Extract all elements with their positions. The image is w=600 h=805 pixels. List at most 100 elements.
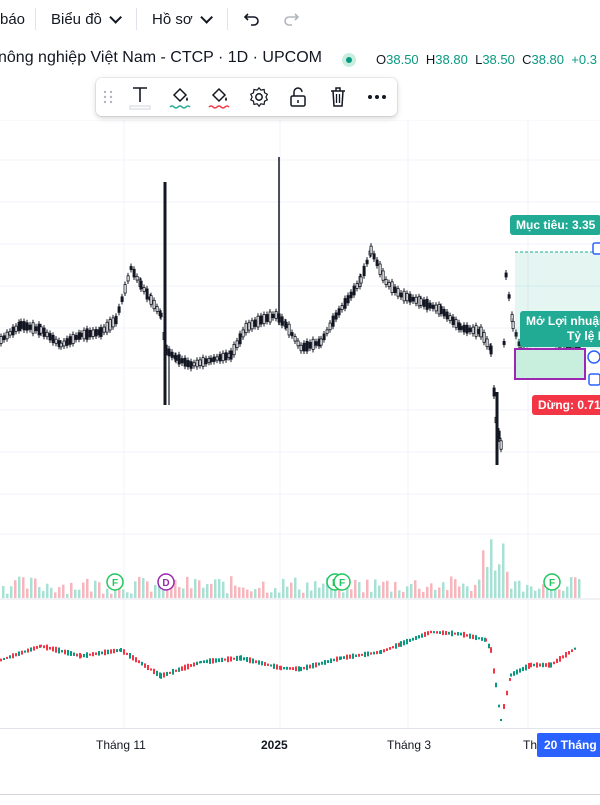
indicator-candle: [6, 656, 8, 659]
symbol-title[interactable]: nông nghiệp Việt Nam - CTCP · 1D · UPCOM: [0, 49, 322, 66]
indicator-candle: [330, 658, 332, 664]
indicator-candle: [123, 649, 125, 655]
candle-body: [268, 311, 272, 323]
candle-body: [271, 313, 275, 319]
time-axis[interactable]: Tháng 11 2025 Tháng 3 Th: [0, 728, 600, 761]
candle-body: [209, 357, 213, 363]
volume-bar: [194, 579, 197, 598]
chevron-down-icon: [109, 10, 122, 24]
profile-menu-button[interactable]: Hồ sơ: [152, 0, 213, 38]
volume-bar: [374, 579, 377, 598]
candle-body: [149, 295, 153, 305]
candle-body: [492, 387, 496, 397]
indicator-candle: [309, 664, 311, 669]
chart-menu-button[interactable]: Biểu đồ: [51, 0, 122, 38]
indicator-candle: [101, 651, 103, 655]
stop-label[interactable]: Dừng: 0.71: [532, 395, 600, 415]
candle-body: [504, 272, 508, 278]
indicator-candle: [169, 671, 171, 674]
volume-bar: [402, 591, 405, 598]
indicator-candle: [503, 704, 505, 709]
volume-bar: [114, 589, 117, 598]
toolbar-partial-item[interactable]: báo: [0, 0, 25, 38]
volume-bar: [294, 577, 297, 598]
candle-body: [11, 326, 15, 336]
indicator-candle: [562, 655, 564, 659]
volume-bar: [74, 589, 77, 598]
candle-body: [265, 314, 269, 322]
volume-bar: [318, 587, 321, 598]
indicator-candle: [574, 647, 576, 650]
fill-color-icon: [169, 87, 191, 109]
indicator-candle: [18, 651, 20, 656]
indicator-candle: [227, 656, 229, 663]
indicator-candle: [445, 630, 447, 636]
indicator-candle: [236, 655, 238, 661]
candle-body: [91, 329, 95, 337]
volume-bar: [270, 592, 273, 598]
indicator-candle: [355, 654, 357, 658]
volume-bar: [426, 586, 429, 598]
volume-bar: [330, 586, 333, 598]
indicator-candle: [261, 661, 263, 666]
toolbar-divider: [227, 8, 228, 30]
indicator-candle: [300, 666, 302, 672]
indicator-candle: [448, 631, 450, 635]
fill-color-button[interactable]: [165, 82, 195, 112]
candle-body: [45, 331, 49, 338]
candle-body: [259, 315, 263, 325]
candle-body: [343, 298, 347, 309]
indicator-candle: [295, 666, 297, 672]
market-status-icon: [342, 53, 356, 67]
volume-bar: [242, 587, 245, 598]
price-chart[interactable]: FDFFF: [0, 119, 600, 800]
redo-icon: [284, 13, 300, 26]
indicator-candle: [166, 671, 168, 676]
volume-bar: [570, 577, 573, 598]
open-pnl-label[interactable]: Mở Lợi nhuận Tỷ lệ R: [520, 311, 600, 347]
text-button[interactable]: [125, 82, 155, 112]
indicator-candle: [283, 667, 285, 670]
volume-bar: [478, 579, 481, 598]
lock-button[interactable]: [283, 82, 313, 112]
drag-handle[interactable]: [98, 82, 118, 112]
indicator-candle: [327, 660, 329, 664]
indicator-candle: [15, 653, 17, 657]
undo-button[interactable]: [243, 0, 261, 38]
indicator-candle: [92, 652, 94, 657]
indicator-candle: [147, 665, 149, 671]
indicator-candle: [40, 644, 42, 648]
volume-bar: [238, 587, 241, 598]
redo-button[interactable]: [282, 0, 300, 38]
indicator-candle: [243, 657, 245, 661]
candle-body: [85, 328, 89, 340]
volume-bar: [366, 579, 369, 598]
indicator-candle: [240, 655, 242, 661]
border-color-button[interactable]: [204, 82, 234, 112]
delete-button[interactable]: [323, 82, 353, 112]
volume-bar: [90, 591, 93, 598]
indicator-candle: [565, 652, 567, 658]
bottom-border: [0, 794, 600, 801]
indicator-candle: [292, 667, 294, 671]
volume-bar: [422, 591, 425, 598]
indicator-candle: [392, 646, 394, 649]
volume-bar: [438, 587, 441, 598]
volume-bar: [378, 585, 381, 598]
volume-bar: [250, 591, 253, 598]
chart-canvas[interactable]: FDFFF: [0, 119, 600, 800]
candle-body: [378, 263, 382, 275]
volume-bar: [390, 591, 393, 598]
candle-body: [355, 283, 359, 289]
target-label[interactable]: Mục tiêu: 3.35: [510, 215, 600, 235]
indicator-candle: [389, 647, 391, 650]
candle-body: [241, 329, 245, 338]
settings-button[interactable]: [244, 82, 274, 112]
indicator-candle: [485, 638, 487, 642]
candle-body: [79, 332, 83, 338]
indicator-candle: [519, 668, 521, 673]
indicator-candle: [442, 630, 444, 636]
more-button[interactable]: [362, 82, 392, 112]
candle-body: [305, 340, 309, 352]
indicator-candle: [493, 668, 495, 674]
